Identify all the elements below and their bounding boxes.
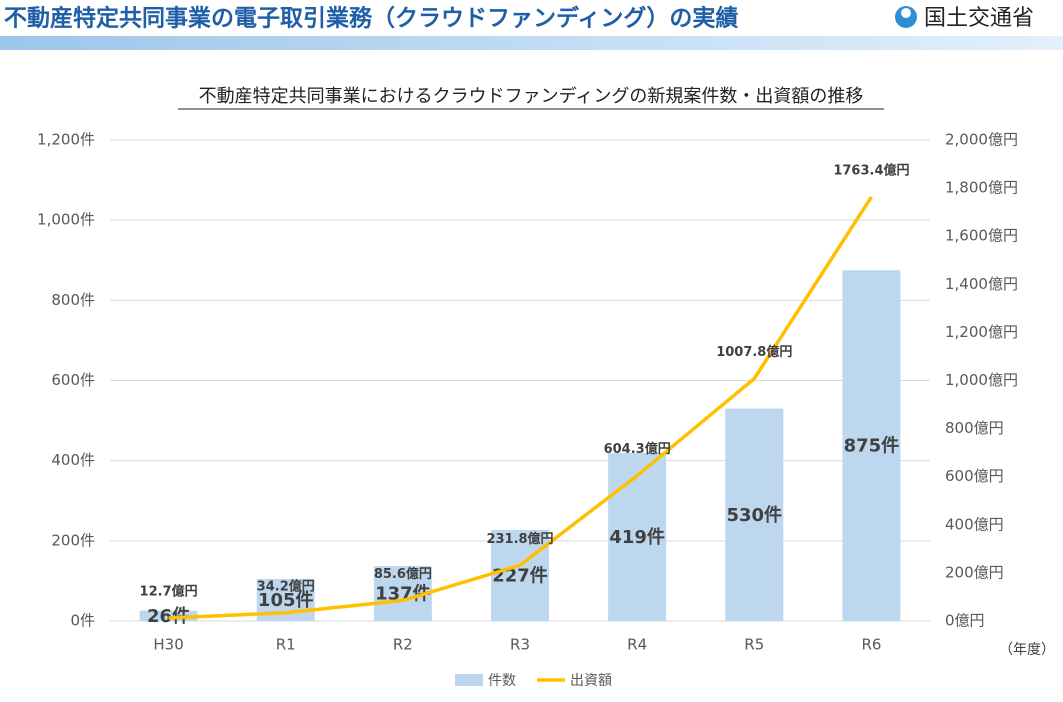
bar-label: 137件 (375, 583, 431, 605)
y-tick-label: 400件 (51, 451, 95, 469)
bar (842, 270, 901, 621)
logo-icon-inner (901, 8, 911, 18)
legend-label: 件数 (488, 673, 516, 689)
y2-tick-label: 0億円 (945, 612, 985, 630)
y2-tick-label: 2,000億円 (945, 131, 1018, 149)
x-tick-label: R1 (276, 636, 296, 654)
x-tick-label: R2 (393, 636, 413, 654)
y-tick-label: 1,200件 (37, 131, 95, 149)
legend-swatch (455, 674, 483, 686)
line-label: 85.6億円 (374, 566, 432, 582)
line-label: 1763.4億円 (833, 162, 909, 178)
bar (725, 408, 784, 621)
header-title: 不動産特定共同事業の電子取引業務（クラウドファンディング）の実績 (4, 5, 738, 32)
x-unit: （年度） (999, 642, 1055, 658)
bar-label: 227件 (492, 565, 548, 587)
y2-tick-label: 1,400億円 (945, 275, 1018, 293)
x-tick-label: R4 (627, 636, 647, 654)
bar (139, 610, 198, 621)
line-label: 231.8億円 (486, 531, 553, 547)
x-tick-label: R3 (510, 636, 530, 654)
bar (608, 453, 667, 621)
y2-tick-label: 800億円 (945, 419, 1004, 437)
y-tick-label: 800件 (51, 291, 95, 309)
line-label: 12.7億円 (140, 583, 198, 599)
header-band (0, 36, 1063, 50)
y2-tick-label: 1,000億円 (945, 371, 1018, 389)
y-tick-label: 200件 (51, 531, 95, 549)
line-label: 604.3億円 (604, 441, 671, 457)
line-label: 1007.8億円 (716, 344, 792, 360)
bar-label: 105件 (258, 589, 314, 611)
y-tick-label: 0件 (70, 612, 95, 630)
chart-title: 不動産特定共同事業におけるクラウドファンディングの新規案件数・出資額の推移 (199, 86, 864, 107)
y2-tick-label: 200億円 (945, 563, 1004, 581)
bar-label: 26件 (147, 605, 190, 627)
bar-label: 419件 (609, 526, 665, 548)
x-tick-label: R5 (744, 636, 764, 654)
line-label: 34.2億円 (257, 578, 315, 594)
x-tick-label: R6 (861, 636, 881, 654)
bar-label: 530件 (726, 504, 782, 526)
bar (491, 530, 549, 621)
legend-label: 出資額 (570, 673, 612, 689)
y2-tick-label: 1,200億円 (945, 323, 1018, 341)
line (168, 195, 873, 620)
logo-text: 国土交通省 (924, 6, 1034, 31)
y-tick-label: 600件 (51, 371, 95, 389)
y2-tick-label: 1,600億円 (945, 227, 1018, 245)
y2-tick-label: 400億円 (945, 515, 1004, 533)
y2-tick-label: 1,800億円 (945, 179, 1018, 197)
x-tick-label: H30 (153, 636, 183, 654)
y2-tick-label: 600億円 (945, 467, 1004, 485)
y-tick-label: 1,000件 (37, 211, 95, 229)
bar-label: 875件 (844, 435, 900, 457)
